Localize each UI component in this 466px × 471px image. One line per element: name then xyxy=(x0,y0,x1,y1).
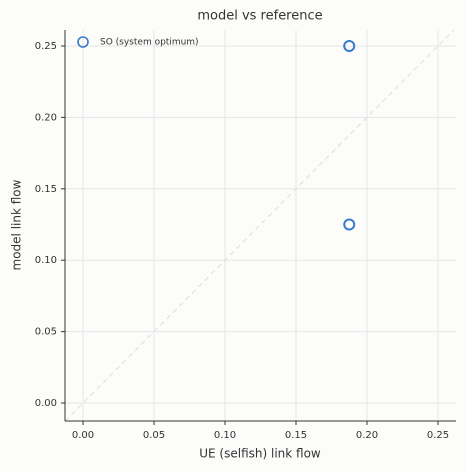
x-tick-label: 0.15 xyxy=(285,430,307,441)
point xyxy=(343,218,356,231)
y-axis-label: model link flow xyxy=(10,179,24,270)
y-tick-label: 0.10 xyxy=(35,255,57,266)
x-axis-label: UE (selfish) link flow xyxy=(199,447,321,461)
x-tick-label: 0.05 xyxy=(143,430,165,441)
legend-marker xyxy=(77,36,89,48)
x-tick-label: 0.10 xyxy=(214,430,236,441)
point xyxy=(343,39,356,52)
chart-title: model vs reference xyxy=(197,9,322,24)
x-tick-label: 0.00 xyxy=(72,430,94,441)
x-tick-label: 0.20 xyxy=(356,430,378,441)
y-tick-label: 0.15 xyxy=(35,184,57,195)
y-tick-label: 0.25 xyxy=(35,41,57,52)
y-tick-label: 0.20 xyxy=(35,112,57,123)
y-tick-label: 0.00 xyxy=(35,398,57,409)
legend-label: SO (system optimum) xyxy=(100,38,199,48)
x-tick-label: 0.25 xyxy=(427,430,449,441)
y-tick-label: 0.05 xyxy=(35,327,57,338)
reference-line xyxy=(64,29,455,422)
